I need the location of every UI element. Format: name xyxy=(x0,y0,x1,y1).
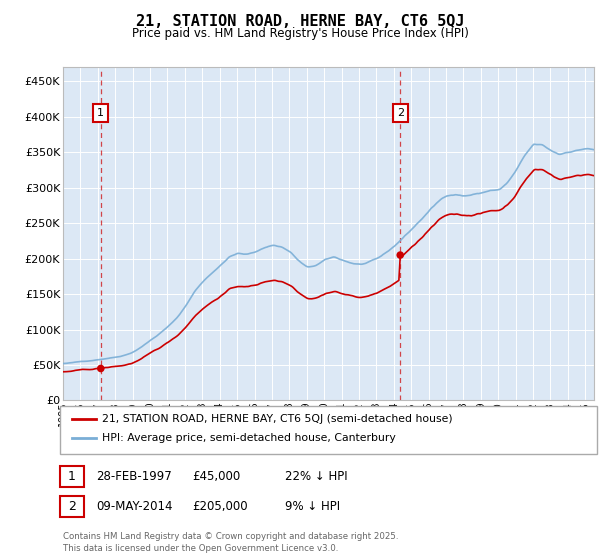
Text: 09-MAY-2014: 09-MAY-2014 xyxy=(96,500,173,513)
Text: 22% ↓ HPI: 22% ↓ HPI xyxy=(285,470,347,483)
Text: £45,000: £45,000 xyxy=(192,470,240,483)
Text: 1: 1 xyxy=(97,108,104,118)
Text: 1: 1 xyxy=(68,470,76,483)
Text: 2: 2 xyxy=(68,500,76,513)
Point xyxy=(96,364,106,373)
Text: 2: 2 xyxy=(397,108,404,118)
Text: Price paid vs. HM Land Registry's House Price Index (HPI): Price paid vs. HM Land Registry's House … xyxy=(131,27,469,40)
Text: 21, STATION ROAD, HERNE BAY, CT6 5QJ (semi-detached house): 21, STATION ROAD, HERNE BAY, CT6 5QJ (se… xyxy=(102,414,452,424)
Text: 21, STATION ROAD, HERNE BAY, CT6 5QJ: 21, STATION ROAD, HERNE BAY, CT6 5QJ xyxy=(136,14,464,29)
Text: 9% ↓ HPI: 9% ↓ HPI xyxy=(285,500,340,513)
Text: HPI: Average price, semi-detached house, Canterbury: HPI: Average price, semi-detached house,… xyxy=(102,433,396,444)
Text: £205,000: £205,000 xyxy=(192,500,248,513)
Text: Contains HM Land Registry data © Crown copyright and database right 2025.
This d: Contains HM Land Registry data © Crown c… xyxy=(63,532,398,553)
Point xyxy=(395,250,405,259)
Text: 28-FEB-1997: 28-FEB-1997 xyxy=(96,470,172,483)
